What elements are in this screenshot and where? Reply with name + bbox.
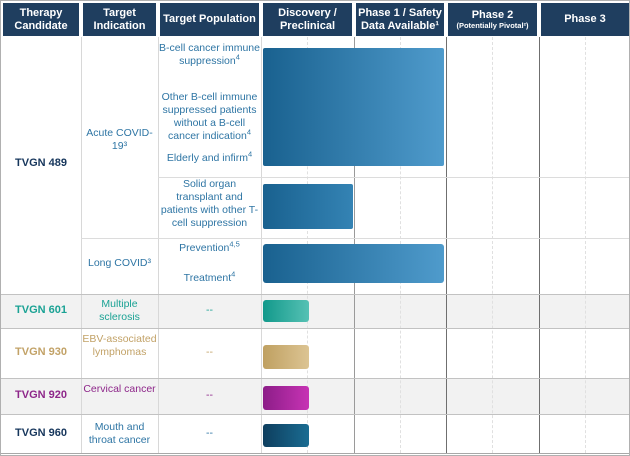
population-dash-tvgn601: -- — [206, 304, 213, 316]
header-label: Phase 2 — [471, 8, 514, 21]
grid-line — [539, 37, 540, 453]
grid-line — [158, 177, 629, 178]
row-stripe — [1, 378, 629, 414]
bar-tvgn489-long-covid — [263, 244, 444, 283]
indication-mouth-throat-cancer: Mouth and throat cancer — [88, 421, 151, 446]
header-target-population: Target Population — [160, 3, 259, 36]
bar-tvgn920 — [263, 386, 309, 410]
header-phase1: Phase 1 / Safety Data Available¹ — [356, 3, 444, 36]
population-other-bcell-immune-suppressed: Other B-cell immune suppressed patients … — [161, 91, 258, 142]
grid-line — [1, 328, 629, 329]
population-solid-organ-transplant: Solid organ transplant and patients with… — [160, 178, 259, 229]
header-phase3: Phase 3 — [541, 3, 629, 36]
grid-line — [1, 453, 629, 454]
header-label: Therapy Candidate — [14, 7, 68, 32]
grid-line — [1, 378, 629, 379]
grid-line — [81, 238, 629, 239]
indication-multiple-sclerosis: Multiple sclerosis — [99, 298, 140, 323]
candidate-tvgn920: TVGN 920 — [15, 389, 67, 401]
candidate-tvgn930: TVGN 930 — [15, 346, 67, 358]
candidate-tvgn489: TVGN 489 — [15, 157, 67, 169]
header-therapy-candidate: Therapy Candidate — [3, 3, 79, 36]
grid-line — [492, 37, 493, 453]
grid-line — [81, 37, 82, 453]
indication-long-covid: Long COVID³ — [87, 257, 152, 269]
row-stripe — [1, 294, 629, 328]
indication-ebv-lymphomas: EBV-associated lymphomas — [82, 333, 157, 358]
header-target-indication: Target Indication — [83, 3, 156, 36]
candidate-tvgn601: TVGN 601 — [15, 304, 67, 316]
header-label: Target Population — [163, 13, 256, 26]
header-discovery-preclinical: Discovery / Preclinical — [263, 3, 352, 36]
bar-tvgn489-acute-bcell-group — [263, 48, 444, 166]
grid-line — [446, 37, 447, 453]
bar-tvgn601 — [263, 300, 309, 322]
grid-line — [158, 37, 159, 453]
grid-line — [585, 37, 586, 453]
grid-line — [1, 414, 629, 415]
population-prevention: Prevention4,5 — [179, 239, 240, 254]
header-phase2: Phase 2 (Potentially Pivotal²) — [448, 3, 537, 36]
population-dash-tvgn930: -- — [206, 346, 213, 358]
population-bcell-cancer-immune-suppression: B-cell cancer immune suppression4 — [159, 42, 260, 67]
grid-line — [1, 294, 629, 295]
header-label: Phase 1 / Safety Data Available¹ — [358, 7, 442, 32]
population-elderly-and-infirm: Elderly and infirm4 — [166, 149, 253, 164]
population-treatment: Treatment4 — [183, 269, 236, 284]
header-sublabel: (Potentially Pivotal²) — [456, 21, 529, 31]
population-dash-tvgn920: -- — [206, 389, 213, 401]
bar-tvgn960 — [263, 424, 309, 447]
grid-line — [261, 37, 262, 453]
population-dash-tvgn960: -- — [206, 427, 213, 439]
header-label: Discovery / Preclinical — [278, 7, 337, 32]
indication-acute-covid19: Acute COVID-19³ — [86, 127, 153, 152]
indication-cervical-cancer: Cervical cancer — [83, 383, 156, 395]
bar-tvgn930 — [263, 345, 309, 369]
header-label: Target Indication — [93, 7, 146, 32]
header-label: Phase 3 — [564, 13, 606, 26]
candidate-tvgn960: TVGN 960 — [15, 427, 67, 439]
bar-tvgn489-acute-solid-organ — [263, 184, 353, 229]
